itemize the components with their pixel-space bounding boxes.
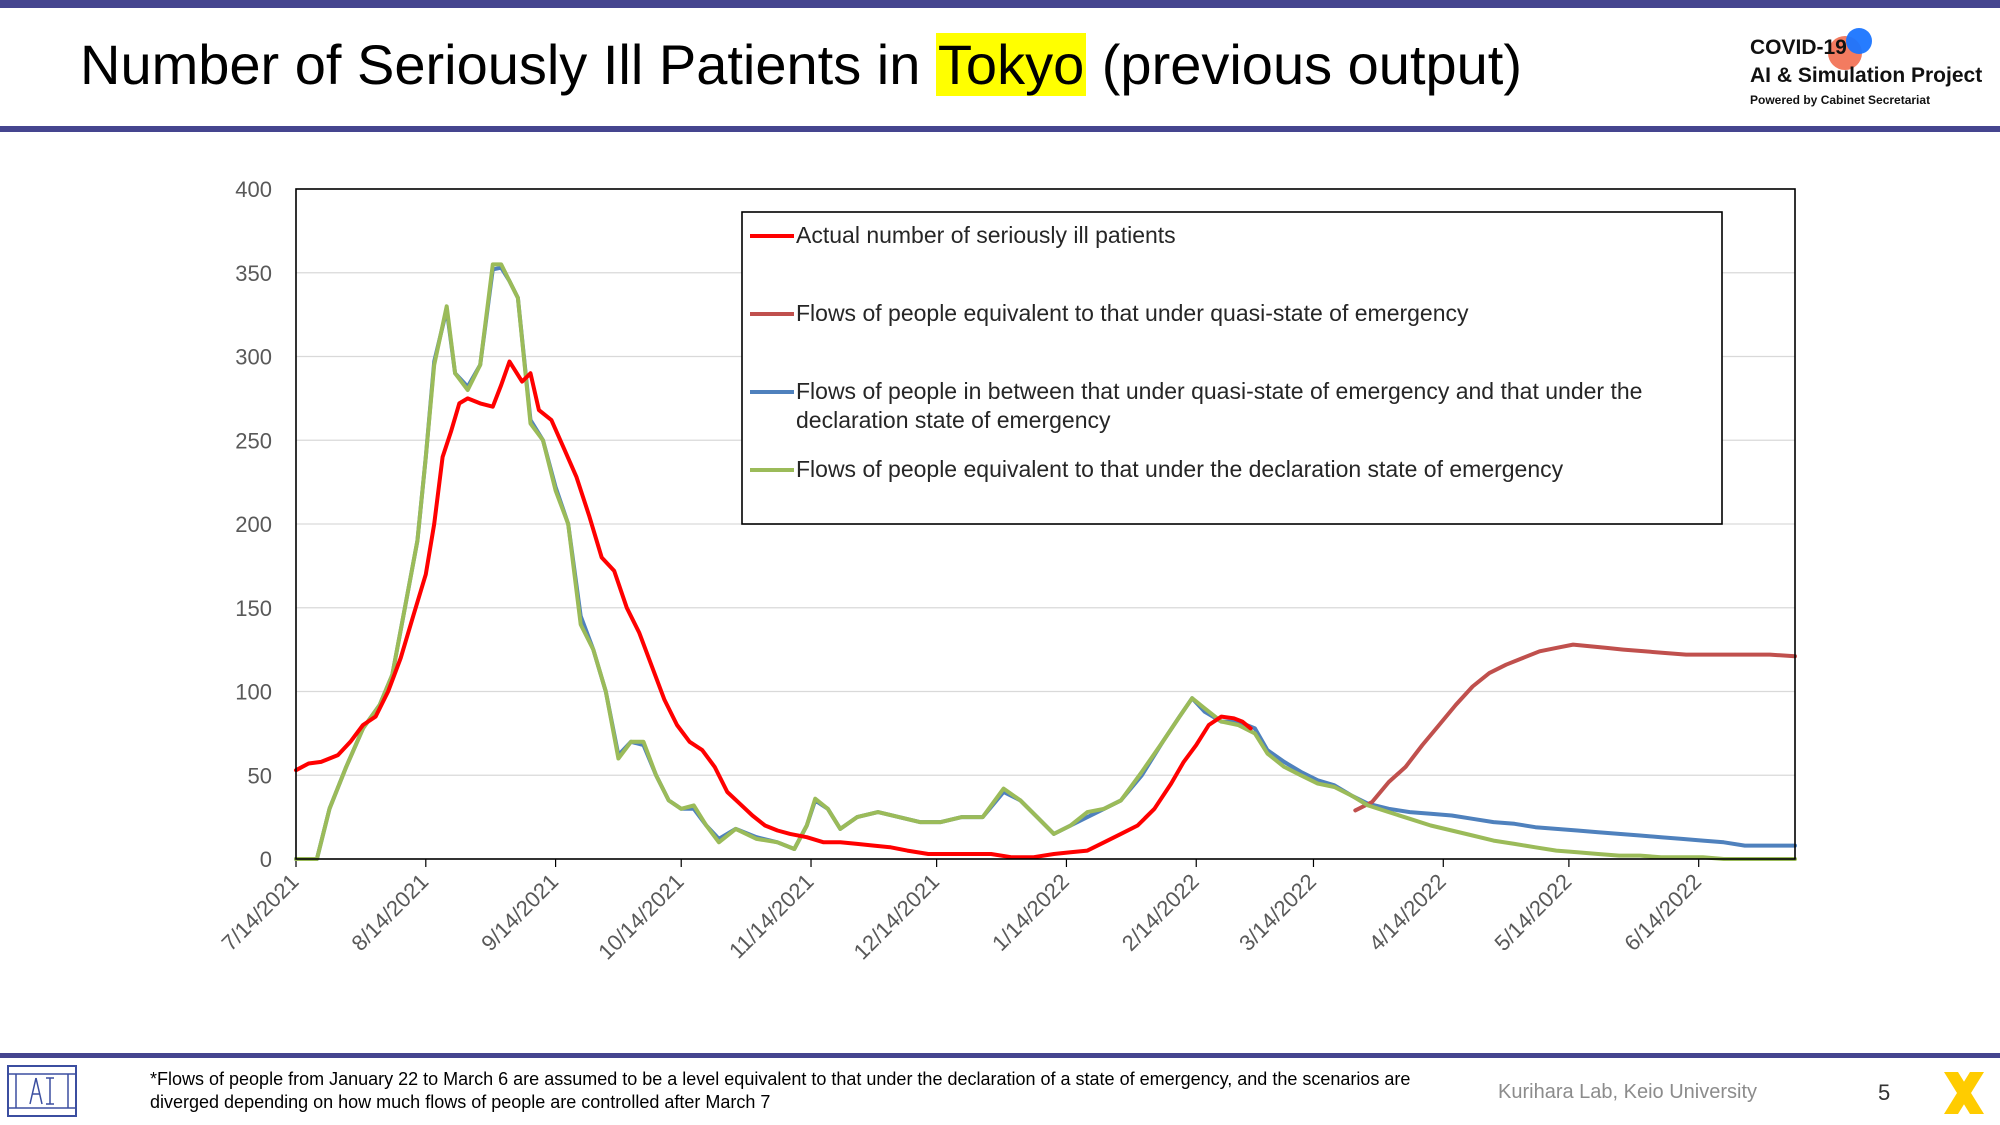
x-tick-label: 11/14/2021 (724, 869, 818, 963)
x-tick-label: 7/14/2021 (217, 869, 304, 956)
x-tick-label: 3/14/2022 (1234, 869, 1321, 956)
plot-frame (295, 188, 1796, 860)
line-chart: 0 50 100 150 200 250 300 350 400 7/14/2021 8/14/2… (217, 177, 1797, 965)
y-tick-label: 0 (260, 847, 272, 872)
header-divider-bar (0, 126, 2000, 132)
x-tick-labels: 7/14/2021 8/14/2021 9/14/2021 10/14/2021 11/… (217, 859, 1706, 965)
footer-divider-bar (0, 1053, 2000, 1058)
title-highlight: Tokyo (935, 33, 1087, 96)
legend-label-3: Flows of people in between that under qu… (796, 378, 1642, 433)
ai-lab-logo-icon (7, 1065, 77, 1117)
x-tick-label: 4/14/2022 (1364, 869, 1451, 956)
y-tick-label: 350 (235, 261, 272, 286)
y-tick-label: 400 (235, 177, 272, 202)
y-tick-label: 250 (235, 428, 272, 453)
legend-box (741, 211, 1723, 525)
y-tick-label: 100 (235, 680, 272, 705)
x-tick-label: 8/14/2021 (346, 869, 433, 956)
x-tick-label: 12/14/2021 (849, 869, 945, 965)
legend-label-2: Flows of people equivalent to that under… (796, 300, 1469, 326)
legend-label-line-1: Flows of people in between that under qu… (796, 378, 1642, 404)
x-tick-label: 6/14/2022 (1619, 869, 1706, 956)
series-lines (294, 262, 1797, 861)
legend: Actual number of seriously ill patients F… (741, 211, 1723, 525)
y-tick-label: 300 (235, 345, 272, 370)
title-suffix: (previous output) (1086, 33, 1522, 96)
x-tick-label: 1/14/2022 (987, 869, 1074, 956)
x-logo-icon (1944, 1072, 1984, 1114)
page-number: 5 (1878, 1080, 1891, 1105)
top-brand-bar (0, 0, 2000, 8)
y-tick-label: 50 (248, 763, 272, 788)
legend-label-1: Actual number of seriously ill patients (796, 222, 1176, 248)
x-tick-label: 2/14/2022 (1117, 869, 1204, 956)
logo-line-2: AI & Simulation Project (1750, 64, 1983, 87)
series-line-1 (294, 359, 1253, 860)
title-prefix: Number of Seriously Ill Patients in (80, 33, 936, 96)
x-tick-label: 5/14/2022 (1490, 869, 1577, 956)
logo-line-1: COVID-19 (1750, 36, 1847, 59)
x-tick-label: 9/14/2021 (476, 869, 563, 956)
page-title: Number of Seriously Ill Patients in Toky… (80, 32, 1522, 97)
logo-blue-dot-icon (1846, 28, 1872, 54)
logo-line-3: Powered by Cabinet Secretariat (1750, 93, 1931, 107)
y-tick-labels: 0 50 100 150 200 250 300 350 400 (235, 177, 272, 872)
legend-label-4: Flows of people equivalent to that under… (796, 456, 1564, 482)
y-tick-label: 200 (235, 512, 272, 537)
covid-project-logo: COVID-19 AI & Simulation Project Powered… (1744, 28, 1984, 114)
lab-name: Kurihara Lab, Keio University (1498, 1081, 1758, 1103)
y-tick-label: 150 (235, 596, 272, 621)
series-line-2 (1353, 642, 1797, 813)
footnote: *Flows of people from January 22 to Marc… (150, 1069, 1411, 1112)
legend-label-line-2: declaration state of emergency (796, 407, 1111, 433)
series-line-4 (294, 262, 1797, 861)
x-tick-label: 10/14/2021 (593, 869, 689, 965)
